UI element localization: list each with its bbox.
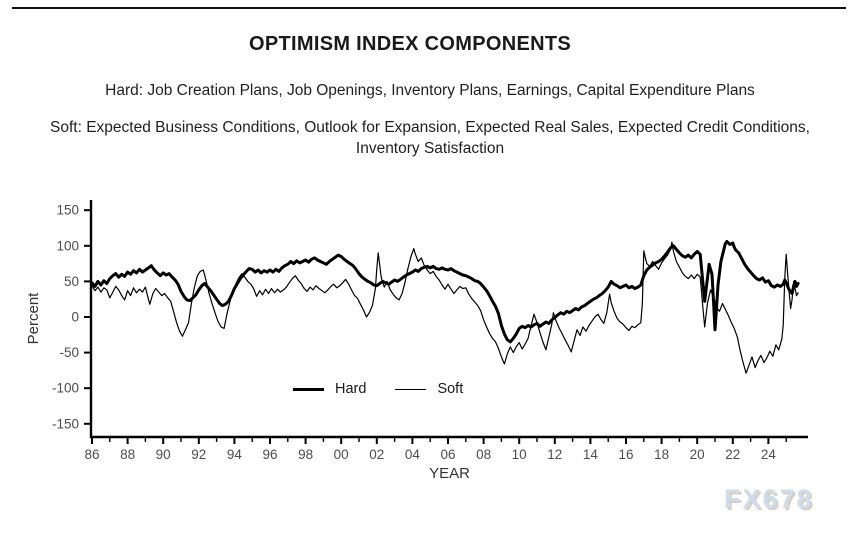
x-tick-label: 96 xyxy=(262,447,277,462)
hard-line-swatch xyxy=(293,387,324,391)
chart-title: OPTIMISM INDEX COMPONENTS xyxy=(249,33,571,55)
y-tick-label: -100 xyxy=(52,381,79,396)
x-tick-label: 16 xyxy=(618,447,633,462)
y-tick-label: 50 xyxy=(64,274,79,289)
x-tick-label: 18 xyxy=(654,447,669,462)
x-tick-label: 08 xyxy=(476,447,491,462)
y-axis-title: Percent xyxy=(25,292,42,345)
soft-series-line xyxy=(91,241,799,374)
y-tick-label: 0 xyxy=(71,310,79,325)
x-tick-label: 90 xyxy=(156,447,171,462)
hard-components-definition: Hard: Job Creation Plans, Job Openings, … xyxy=(105,82,755,99)
y-tick-label: 150 xyxy=(56,203,79,218)
x-tick-label: 98 xyxy=(298,447,313,462)
fx678-watermark: FX678 xyxy=(724,484,814,514)
x-tick-label: 24 xyxy=(761,447,777,462)
x-tick-label: 10 xyxy=(512,447,527,462)
y-tick-label: -50 xyxy=(59,345,79,360)
hard-series-line xyxy=(90,240,800,344)
x-tick-label: 92 xyxy=(191,447,206,462)
soft-components-definition: Soft: Expected Business Conditions, Outl… xyxy=(50,119,810,157)
x-tick-label: 88 xyxy=(120,447,135,462)
y-tick-label: 100 xyxy=(56,238,79,253)
y-tick-label: -150 xyxy=(52,416,79,431)
legend-label-hard: Hard xyxy=(335,381,367,397)
x-tick-label: 02 xyxy=(369,447,384,462)
x-tick-label: 94 xyxy=(227,447,243,462)
soft-line-swatch xyxy=(395,388,427,390)
legend-label-soft: Soft xyxy=(437,381,464,397)
x-tick-label: 86 xyxy=(84,447,99,462)
x-tick-label: 04 xyxy=(405,447,421,462)
x-axis-title: YEAR xyxy=(429,465,470,482)
x-tick-label: 00 xyxy=(334,447,349,462)
x-tick-label: 06 xyxy=(440,447,455,462)
x-tick-label: 12 xyxy=(547,447,562,462)
x-tick-label: 20 xyxy=(690,447,705,462)
chart-legend: Hard Soft xyxy=(293,381,481,397)
top-divider-rule xyxy=(12,7,846,9)
x-tick-label: 14 xyxy=(583,447,599,462)
x-tick-label: 22 xyxy=(725,447,740,462)
